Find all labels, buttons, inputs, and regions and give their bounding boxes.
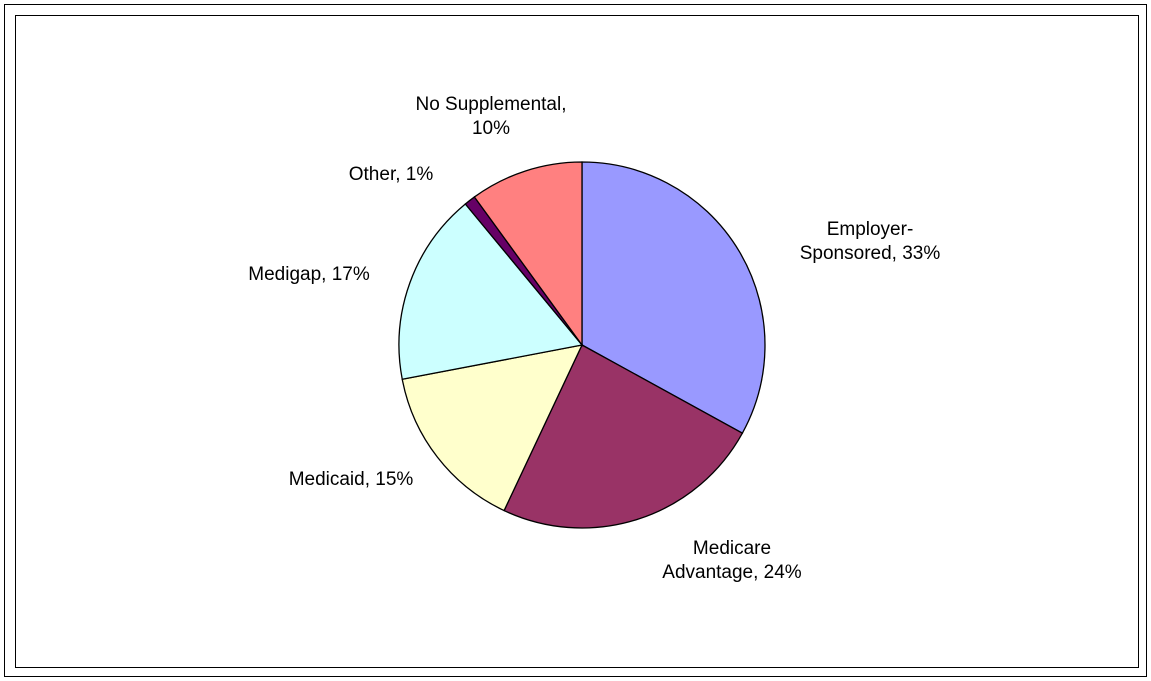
slice-label-line: Medicare [693, 538, 771, 559]
slice-label-line: Other, 1% [349, 164, 434, 185]
slice-label-line: 10% [472, 118, 510, 139]
slice-label-line: Sponsored, 33% [800, 243, 941, 264]
slice-label-line: Medigap, 17% [248, 264, 370, 285]
slice-label-0: Employer- Sponsored, 33% [800, 219, 941, 264]
slice-label-line: Medicaid, 15% [289, 469, 414, 490]
slice-label-1: Medicare Advantage, 24% [662, 538, 802, 583]
pie-slice-1 [503, 344, 744, 529]
slice-label-line: Employer- [827, 219, 914, 240]
slice-label-2: Medicaid, 15% [289, 469, 414, 490]
pie-slice-3 [398, 203, 584, 381]
slice-label-3: Medigap, 17% [248, 264, 370, 285]
slice-label-5: No Supplemental, 10% [415, 94, 566, 139]
slice-label-line: Advantage, 24% [662, 562, 802, 583]
pie-slice-2 [401, 344, 584, 512]
slice-label-4: Other, 1% [349, 164, 434, 185]
slice-label-line: No Supplemental, [415, 94, 566, 115]
pie-slice-5 [473, 161, 583, 348]
pie-slice-0 [581, 161, 766, 435]
